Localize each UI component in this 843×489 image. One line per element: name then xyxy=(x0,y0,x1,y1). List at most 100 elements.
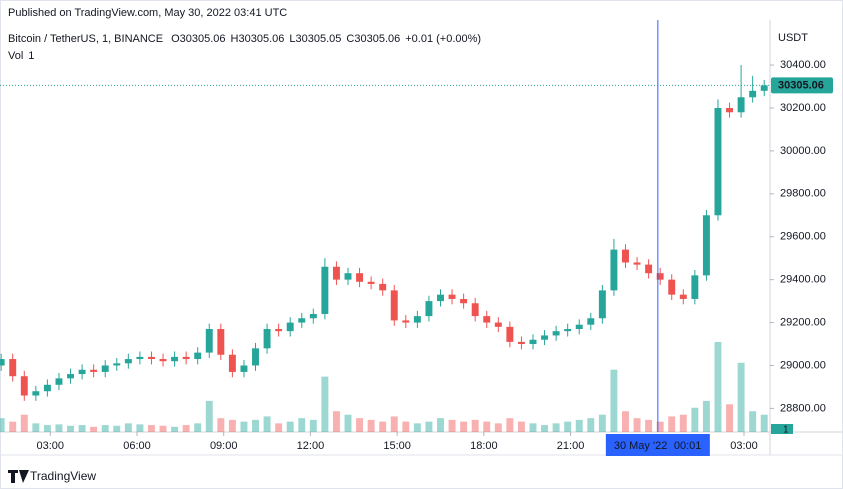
candle-body xyxy=(67,374,74,379)
y-tick-label: 29000.00 xyxy=(780,359,826,371)
candle-body xyxy=(0,359,5,366)
logo xyxy=(8,470,29,483)
volume-bar xyxy=(494,423,502,432)
candle-body xyxy=(309,313,317,319)
x-tick-label: 21:00 xyxy=(557,440,585,452)
candle-body xyxy=(90,369,98,372)
volume-bar xyxy=(714,342,722,432)
volume-bar xyxy=(101,425,109,432)
last-price-tag xyxy=(771,77,833,94)
y-tick-label: 29800.00 xyxy=(780,188,826,200)
x-tick-label: 06:00 xyxy=(123,440,151,452)
last-price-label: 30305.06 xyxy=(778,79,824,91)
candle-body xyxy=(205,329,213,353)
volume-bar xyxy=(679,414,687,432)
volume-bar xyxy=(471,419,479,432)
volume-bar xyxy=(43,425,51,432)
currency: USDT xyxy=(778,32,808,44)
volume-bar xyxy=(402,421,410,432)
candle-body xyxy=(564,329,572,332)
candle-body xyxy=(656,273,664,280)
candle-body xyxy=(668,279,676,295)
volume-tag-label: 1 xyxy=(783,425,789,436)
candle-body xyxy=(760,85,768,91)
volume-tag xyxy=(771,424,793,434)
candle-body xyxy=(541,335,549,340)
candle-body xyxy=(101,365,109,372)
volume-bar xyxy=(309,419,317,432)
volume-bar xyxy=(598,414,606,432)
volume-bar xyxy=(702,400,710,432)
volume-bar xyxy=(113,425,121,432)
candle-body xyxy=(32,391,40,396)
brand-name: TradingView xyxy=(30,469,96,483)
legend-text: 30305.06 xyxy=(180,33,226,45)
x-tick-label: 18:00 xyxy=(470,440,498,452)
candle-body xyxy=(413,316,421,323)
candle-body xyxy=(9,359,17,377)
y-tick-label: 28800.00 xyxy=(780,402,826,414)
y-tick-label: 30400.00 xyxy=(780,59,826,71)
candle-body xyxy=(356,273,364,282)
volume-bar xyxy=(691,407,699,432)
volume-bar xyxy=(564,421,572,432)
candle-body xyxy=(136,356,144,360)
candle-body xyxy=(529,339,537,345)
volume-bar xyxy=(575,419,583,432)
volume-bar xyxy=(124,423,132,432)
candle-body xyxy=(517,341,525,345)
volume-bar xyxy=(622,411,629,432)
candle-body xyxy=(587,318,595,325)
volume-bar xyxy=(321,376,329,432)
legend-text: C xyxy=(346,33,354,45)
candle-body xyxy=(344,273,352,280)
legend-text: L xyxy=(289,33,295,45)
legend-text: Vol xyxy=(8,50,23,62)
volume-bar xyxy=(228,419,236,432)
legend: Bitcoin / TetherUS, 1, BINANCE O 30305.06 H… xyxy=(8,33,481,62)
y-tick-label: 30000.00 xyxy=(780,145,826,157)
volume-bar xyxy=(182,425,190,432)
volume-bar xyxy=(367,419,375,432)
candle-body xyxy=(159,359,167,362)
candle-body xyxy=(633,262,641,265)
candle-body xyxy=(194,352,202,360)
crosshair-tag xyxy=(605,434,710,456)
volume-bar xyxy=(379,421,387,432)
volume-bar xyxy=(217,418,225,432)
legend-text: 30305.06 xyxy=(239,33,285,45)
candle-body xyxy=(286,322,294,332)
candle-body xyxy=(471,303,479,317)
volume-bar xyxy=(483,421,491,432)
volume-bar xyxy=(437,418,444,432)
candle-body xyxy=(506,326,514,342)
candle-body xyxy=(598,290,606,319)
volume-bar xyxy=(298,418,306,432)
candle-body xyxy=(171,356,179,362)
candle-body xyxy=(645,264,653,274)
candle-body xyxy=(552,331,560,336)
volume-bar xyxy=(344,414,352,432)
legend-text: 30305.06 xyxy=(354,33,400,45)
candle-body xyxy=(124,359,132,364)
y-tick-label: 30200.00 xyxy=(780,102,826,114)
x-tick-label: 12:00 xyxy=(297,440,325,452)
legend-text: O xyxy=(171,33,180,45)
x-tick-label: 15:00 xyxy=(383,440,411,452)
candle-body xyxy=(321,266,329,314)
volume-bar xyxy=(252,419,259,432)
volume-bar xyxy=(78,425,86,432)
candle-body xyxy=(228,354,236,372)
volume-bar xyxy=(263,416,271,432)
volume-bar xyxy=(240,421,248,432)
volume-bar xyxy=(67,425,74,432)
candle-body xyxy=(622,249,629,263)
candle-body xyxy=(714,107,722,216)
volume-bar xyxy=(460,421,468,432)
legend-text: 30305.05 xyxy=(296,33,342,45)
x-tick-label: 03:00 xyxy=(730,440,758,452)
candle-body xyxy=(298,318,306,323)
candle-body xyxy=(217,329,225,355)
brand: TradingView xyxy=(8,469,96,483)
